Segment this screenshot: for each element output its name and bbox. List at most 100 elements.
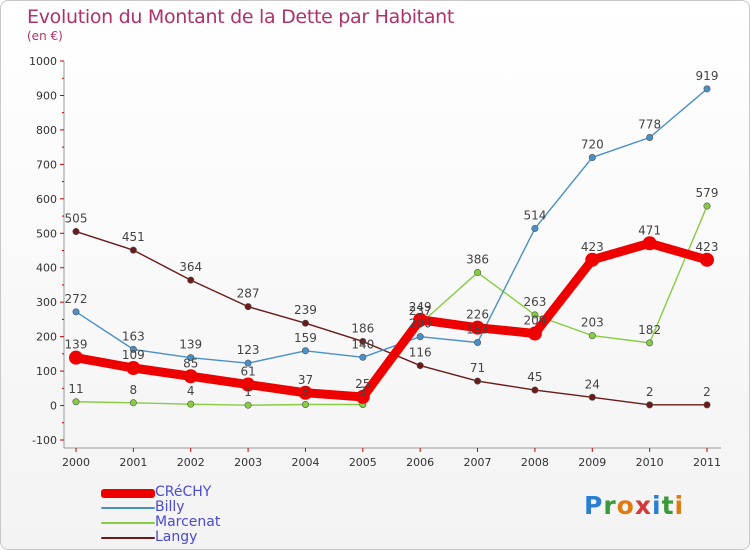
data-label: 163: [122, 329, 145, 343]
data-point: [244, 303, 252, 311]
y-tick-label: 500: [36, 227, 57, 240]
data-point: [72, 398, 80, 406]
legend-swatch: [101, 537, 155, 539]
data-point: [126, 360, 141, 375]
data-label: 239: [294, 303, 317, 317]
data-point: [588, 332, 596, 340]
proxiti-logo: Proxiti: [584, 491, 685, 520]
data-point: [646, 339, 654, 347]
data-point: [474, 377, 482, 385]
data-point: [585, 252, 600, 267]
legend-swatch: [101, 507, 155, 509]
x-tick-label: 2008: [521, 456, 549, 469]
data-point: [703, 85, 711, 93]
data-point: [187, 276, 195, 284]
data-label: 4: [187, 384, 195, 398]
y-tick-label: 200: [36, 331, 57, 344]
data-label: 226: [466, 308, 489, 322]
x-tick-label: 2000: [62, 456, 90, 469]
data-label: 45: [527, 370, 542, 384]
x-tick-label: 2009: [578, 456, 606, 469]
data-label: 778: [638, 117, 661, 131]
data-point: [470, 320, 485, 335]
data-point: [588, 393, 596, 401]
x-tick-label: 2003: [234, 456, 262, 469]
data-label: 85: [183, 356, 198, 370]
data-label: 123: [237, 343, 260, 357]
data-label: 159: [294, 331, 317, 345]
data-label: 237: [409, 304, 432, 318]
data-label: 139: [179, 338, 202, 352]
data-label: 1: [244, 385, 252, 399]
y-tick-label: 600: [36, 193, 57, 206]
y-tick-label: 700: [36, 158, 57, 171]
x-tick-label: 2010: [636, 456, 664, 469]
legend-swatch: [101, 522, 155, 524]
data-label: 249: [409, 300, 432, 314]
data-label: 505: [65, 212, 88, 226]
data-label: 183: [466, 322, 489, 336]
legend-label: Marcenat: [155, 514, 221, 530]
x-tick-label: 2001: [119, 456, 147, 469]
data-label: 514: [523, 208, 546, 222]
y-tick-label: 1000: [29, 55, 57, 68]
data-label: 71: [470, 361, 485, 375]
data-point: [646, 401, 654, 409]
data-point: [69, 350, 83, 365]
y-tick-label: 100: [36, 365, 57, 378]
data-point: [183, 369, 198, 384]
data-label: 423: [696, 240, 719, 254]
y-tick-label: 400: [36, 262, 57, 275]
data-point: [359, 353, 367, 361]
y-tick-label: -100: [32, 434, 57, 447]
data-point: [301, 401, 309, 409]
data-label: 3: [302, 385, 310, 399]
data-point: [703, 401, 711, 409]
data-label: 386: [466, 253, 489, 267]
data-label: 272: [65, 292, 88, 306]
data-label: 182: [638, 323, 661, 337]
data-label: 24: [585, 377, 600, 391]
data-point: [703, 202, 711, 210]
data-point: [359, 337, 367, 345]
data-point: [531, 224, 539, 232]
data-point: [474, 269, 482, 277]
data-label: 2: [703, 385, 711, 399]
data-label: 139: [65, 338, 88, 352]
data-point: [298, 385, 313, 400]
data-point: [700, 252, 714, 267]
data-label: 579: [696, 186, 719, 200]
x-tick-label: 2002: [177, 456, 205, 469]
data-label: 423: [581, 240, 604, 254]
x-tick-label: 2007: [464, 456, 492, 469]
data-label: 11: [68, 382, 83, 396]
data-label: 37: [298, 373, 313, 387]
data-point: [129, 345, 137, 353]
legend-label: Billy: [155, 499, 185, 515]
data-label: 140: [351, 337, 374, 351]
data-point: [416, 333, 424, 341]
x-tick-label: 2011: [693, 456, 721, 469]
y-tick-label: 0: [50, 400, 57, 413]
y-tick-label: 900: [36, 89, 57, 102]
data-point: [527, 326, 542, 341]
data-label: 209: [523, 314, 546, 328]
data-point: [187, 400, 195, 408]
data-label: 200: [409, 317, 432, 331]
chart-subtitle: (en €): [27, 29, 63, 43]
data-label: 109: [122, 348, 145, 362]
x-tick-label: 2006: [406, 456, 434, 469]
data-label: 2: [646, 385, 654, 399]
y-tick-label: 800: [36, 124, 57, 137]
data-point: [187, 354, 195, 362]
legend-label: Langy: [155, 529, 198, 545]
data-point: [531, 311, 539, 319]
series-line-créchy: [71, 238, 712, 402]
data-label: 186: [351, 321, 374, 335]
data-point: [72, 228, 80, 236]
data-point: [355, 389, 370, 404]
data-point: [301, 319, 309, 327]
data-point: [72, 308, 80, 316]
